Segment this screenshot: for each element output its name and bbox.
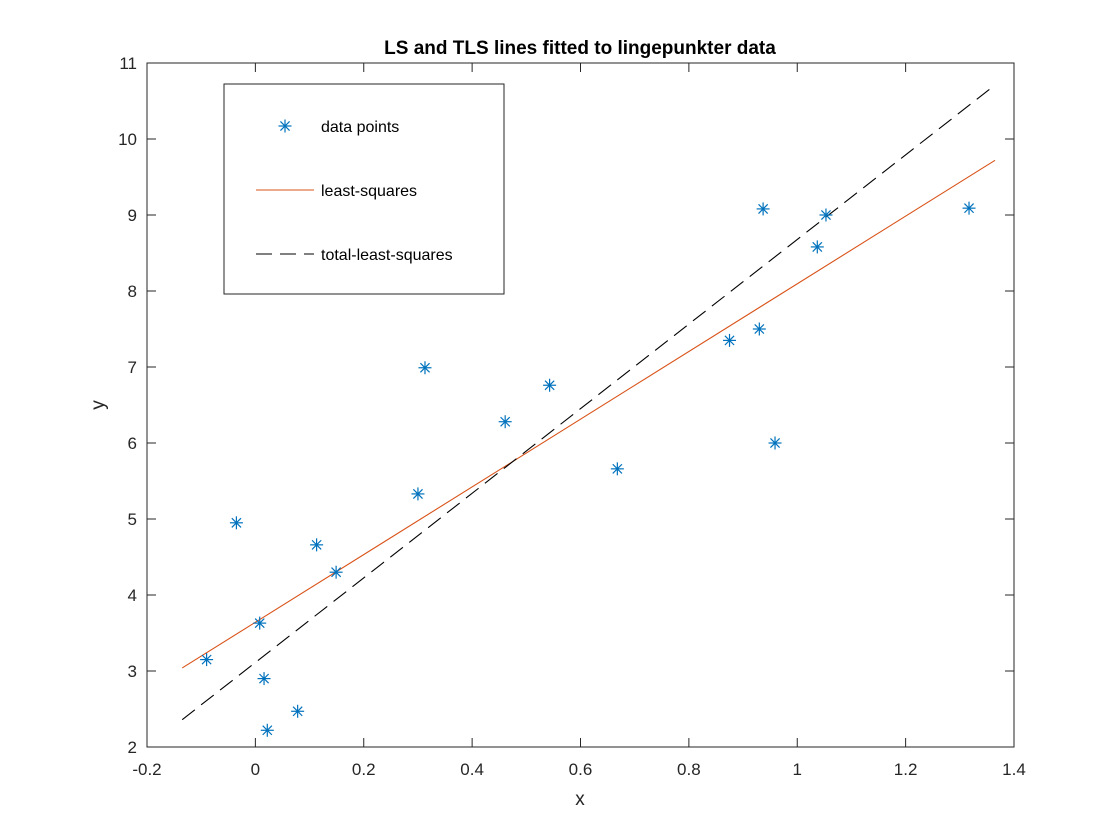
legend-label: total-least-squares	[321, 247, 453, 264]
data-point	[310, 538, 324, 552]
x-tick-label: -0.2	[132, 760, 161, 779]
plot-area: -0.2 0 0.2 0.4 0.6 0.8 1 1.2 1.4 2 3 4 5 6 7 8 9 10 11	[118, 54, 1026, 779]
y-tick-label: 3	[128, 662, 137, 681]
data-point	[610, 462, 624, 476]
legend-label: least-squares	[321, 183, 417, 200]
legend-marker-data points	[278, 119, 292, 133]
x-tick-label: 1.2	[894, 760, 918, 779]
x-tick-label: 1.4	[1002, 760, 1026, 779]
data-point	[768, 436, 782, 450]
data-point	[257, 672, 271, 686]
x-tick-label: 1	[793, 760, 802, 779]
chart-title: LS and TLS lines fitted to lingepunkter …	[384, 38, 776, 59]
x-tick-label: 0.8	[677, 760, 701, 779]
x-tick-label: 0.4	[460, 760, 484, 779]
x-tick-label: 0.6	[569, 760, 593, 779]
data-point	[411, 487, 425, 501]
y-axis-label: y	[88, 400, 109, 410]
data-point	[260, 723, 274, 737]
y-tick-label: 11	[119, 54, 137, 73]
y-tick-label: 2	[128, 738, 137, 757]
legend: data points least-squares total-least-squa…	[223, 83, 505, 295]
data-point	[962, 201, 976, 215]
x-axis-label: x	[575, 789, 585, 810]
data-point	[253, 616, 267, 630]
data-point	[810, 240, 824, 254]
y-tick-label: 6	[128, 434, 137, 453]
data-point	[498, 415, 512, 429]
data-point	[200, 653, 214, 667]
data-point	[819, 208, 833, 222]
y-tick-label: 7	[128, 358, 137, 377]
data-point	[329, 565, 343, 579]
legend-box	[223, 83, 505, 295]
data-point	[752, 322, 766, 336]
data-point	[723, 333, 737, 347]
legend-label: data points	[321, 119, 399, 136]
y-tick-label: 9	[128, 206, 137, 225]
data-point	[543, 378, 557, 392]
series-line-total-least-squares	[181, 84, 996, 721]
y-tick-label: 5	[128, 510, 137, 529]
y-tick-label: 10	[118, 130, 137, 149]
data-point	[418, 361, 432, 375]
y-tick-label: 4	[128, 586, 137, 605]
data-point	[229, 516, 243, 530]
x-tick-label: 0	[251, 760, 260, 779]
x-tick-label: 0.2	[352, 760, 376, 779]
series-line-least-squares	[181, 159, 996, 669]
data-point	[756, 202, 770, 216]
y-tick-label: 8	[128, 282, 137, 301]
data-point	[291, 704, 305, 718]
